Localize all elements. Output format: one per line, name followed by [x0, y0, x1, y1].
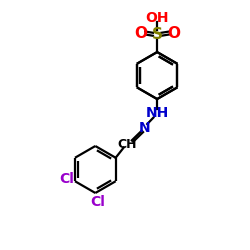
Text: Cl: Cl — [90, 196, 105, 209]
Text: N: N — [139, 121, 150, 135]
Text: S: S — [152, 27, 163, 42]
Text: OH: OH — [146, 11, 169, 25]
Text: O: O — [168, 26, 180, 40]
Text: Cl: Cl — [59, 172, 74, 186]
Text: CH: CH — [118, 138, 137, 151]
Text: NH: NH — [146, 106, 169, 120]
Text: O: O — [134, 26, 147, 40]
